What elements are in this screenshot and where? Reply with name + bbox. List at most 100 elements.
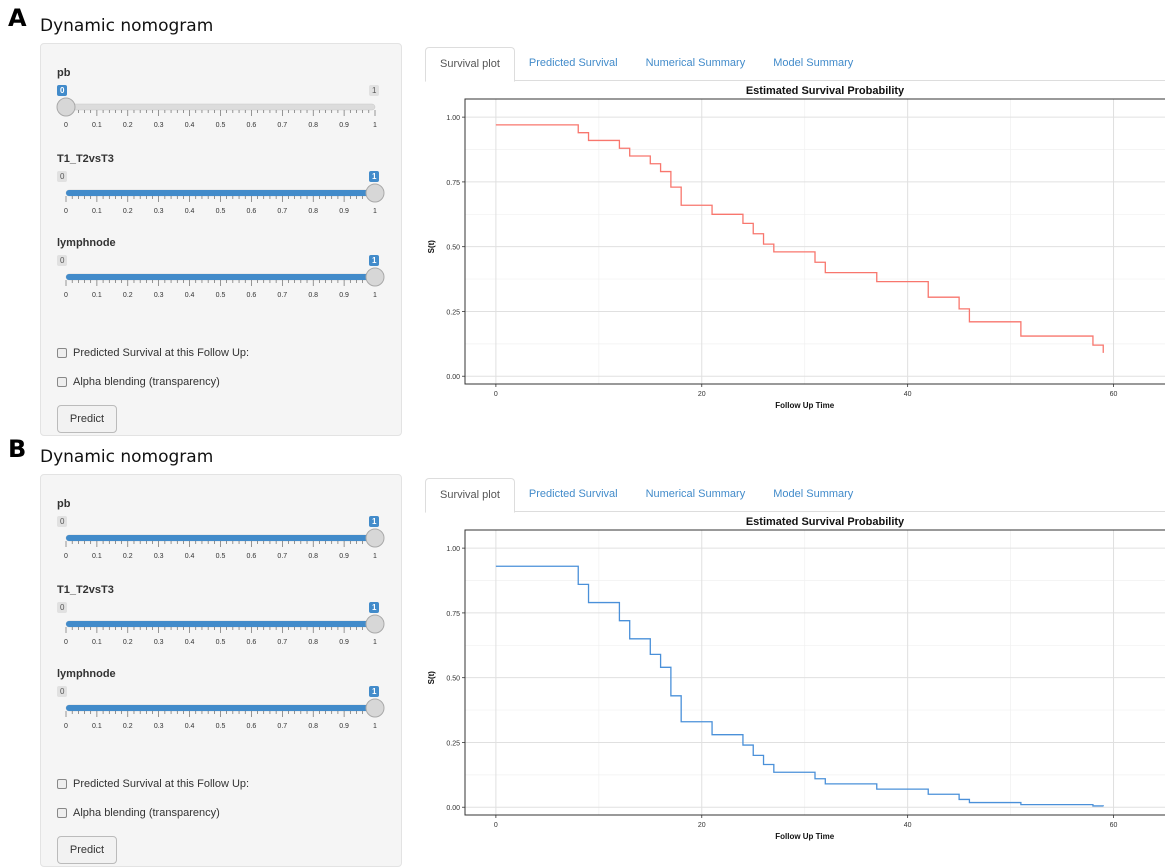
y-tick-label: 0.50 — [446, 245, 460, 252]
slider-tick-label: 0.8 — [308, 292, 318, 299]
slider-tick-label: 1 — [373, 122, 377, 129]
tab-predicted-survival[interactable]: Predicted Survival — [515, 478, 632, 512]
y-tick-label: 0.00 — [446, 374, 460, 381]
slider-tick-label: 0.5 — [216, 122, 226, 129]
panel-letter: B — [8, 435, 26, 463]
slider-handle[interactable] — [366, 184, 384, 202]
slider-tick-label: 0.1 — [92, 122, 102, 129]
checkbox-label: Predicted Survival at this Follow Up: — [73, 778, 249, 790]
x-tick-label: 20 — [698, 391, 706, 398]
slider-min-bubble: 0 — [57, 255, 67, 266]
chart-title: Estimated Survival Probability — [746, 516, 905, 528]
app-title: Dynamic nomogram — [40, 447, 213, 467]
slider-label-pb: pb — [57, 498, 70, 510]
slider-handle[interactable] — [366, 268, 384, 286]
slider-tick-label: 0.5 — [216, 208, 226, 215]
slider-tick-label: 0.8 — [308, 723, 318, 730]
survival-plot: Estimated Survival Probability0.000.250.… — [425, 512, 1165, 862]
slider-tick-label: 0.1 — [92, 639, 102, 646]
slider-tick-label: 0.9 — [339, 723, 349, 730]
survival-curve — [496, 125, 1103, 353]
slider-tick-label: 0 — [64, 553, 68, 560]
slider-tick-label: 0.4 — [185, 553, 195, 560]
slider-tick-label: 0 — [64, 723, 68, 730]
slider-tick-label: 0.2 — [123, 723, 133, 730]
slider-tick-label: 0.7 — [277, 122, 287, 129]
tab-model-summary[interactable]: Model Summary — [759, 478, 867, 512]
slider-tick-label: 0.8 — [308, 553, 318, 560]
predicted-survival-checkbox[interactable]: Predicted Survival at this Follow Up: — [57, 778, 249, 790]
alpha-blending-checkbox[interactable]: Alpha blending (transparency) — [57, 376, 220, 388]
predicted-survival-checkbox[interactable]: Predicted Survival at this Follow Up: — [57, 347, 249, 359]
slider-tick-label: 0.9 — [339, 208, 349, 215]
tab-numerical-summary[interactable]: Numerical Summary — [632, 47, 760, 81]
predict-button[interactable]: Predict — [57, 405, 117, 433]
sidebar: pb T1_T2vsT3 lymphnode Predicted Surviva… — [40, 43, 402, 436]
slider-tick-label: 0.3 — [154, 723, 164, 730]
slider-tick-label: 0.7 — [277, 723, 287, 730]
slider-min-bubble: 0 — [57, 171, 67, 182]
slider-fill — [66, 535, 375, 541]
y-axis-label: S(t) — [427, 671, 436, 685]
slider-tick-label: 0.2 — [123, 639, 133, 646]
tab-survival-plot[interactable]: Survival plot — [425, 478, 515, 513]
slider-tick-label: 0.7 — [277, 639, 287, 646]
slider-tick-label: 0.8 — [308, 639, 318, 646]
slider-tick-label: 0.4 — [185, 122, 195, 129]
slider-label-lymphnode: lymphnode — [57, 237, 116, 249]
checkbox-label: Alpha blending (transparency) — [73, 807, 220, 819]
slider-label-lymphnode: lymphnode — [57, 668, 116, 680]
slider-tick-label: 0.3 — [154, 553, 164, 560]
slider-tick-label: 0.6 — [247, 553, 257, 560]
survival-plot: Estimated Survival Probability0.000.250.… — [425, 81, 1165, 431]
slider-tick-label: 0.1 — [92, 553, 102, 560]
checkbox-box[interactable] — [57, 779, 67, 789]
slider-tick-label: 1 — [373, 292, 377, 299]
checkbox-box[interactable] — [57, 377, 67, 387]
slider-tick-label: 0.7 — [277, 553, 287, 560]
slider-label-t1-t2vst3: T1_T2vsT3 — [57, 584, 114, 596]
slider-tick-label: 0 — [64, 122, 68, 129]
y-tick-label: 1.00 — [446, 115, 460, 122]
slider-tick-label: 0.9 — [339, 122, 349, 129]
x-tick-label: 0 — [494, 822, 498, 829]
slider-handle[interactable] — [366, 529, 384, 547]
slider-handle[interactable] — [366, 699, 384, 717]
slider-handle[interactable] — [366, 615, 384, 633]
tab-survival-plot[interactable]: Survival plot — [425, 47, 515, 82]
checkbox-box[interactable] — [57, 808, 67, 818]
tab-predicted-survival[interactable]: Predicted Survival — [515, 47, 632, 81]
slider-tick-label: 0.6 — [247, 208, 257, 215]
slider-tick-label: 0.8 — [308, 122, 318, 129]
checkbox-box[interactable] — [57, 348, 67, 358]
tab-model-summary[interactable]: Model Summary — [759, 47, 867, 81]
slider-handle[interactable] — [57, 98, 75, 116]
slider-tick-label: 0.2 — [123, 122, 133, 129]
x-tick-label: 40 — [904, 391, 912, 398]
slider-tick-label: 0.5 — [216, 553, 226, 560]
slider-tick-label: 0.2 — [123, 208, 133, 215]
survival-curve — [496, 566, 1103, 806]
slider-tick-label: 0.7 — [277, 292, 287, 299]
slider-max-bubble: 1 — [369, 255, 379, 266]
slider-tick-label: 0.3 — [154, 208, 164, 215]
slider-fill — [66, 705, 375, 711]
y-tick-label: 0.00 — [446, 805, 460, 812]
alpha-blending-checkbox[interactable]: Alpha blending (transparency) — [57, 807, 220, 819]
tab-numerical-summary[interactable]: Numerical Summary — [632, 478, 760, 512]
slider-fill — [66, 621, 375, 627]
slider-max-bubble: 1 — [369, 85, 379, 96]
predict-button[interactable]: Predict — [57, 836, 117, 864]
y-tick-label: 0.75 — [446, 611, 460, 618]
slider-tick-label: 0.7 — [277, 208, 287, 215]
slider-tick-label: 0.1 — [92, 723, 102, 730]
y-tick-label: 0.25 — [446, 309, 460, 316]
panel-letter: A — [8, 4, 27, 32]
slider-min-bubble: 0 — [57, 686, 67, 697]
